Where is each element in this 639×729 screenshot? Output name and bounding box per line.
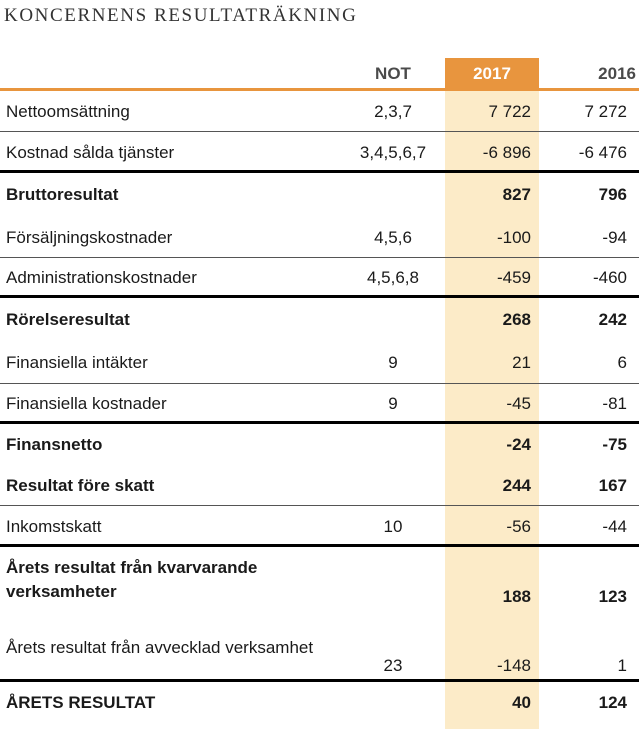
row-note: 3,4,5,6,7: [359, 142, 427, 162]
row-label: Bruttoresultat: [6, 185, 119, 204]
row-value-2016: -460: [592, 268, 627, 287]
row-label: Resultat före skatt: [6, 475, 155, 495]
table-row-resultat-kvarvarande: Årets resultat från kvarvarande verksamh…: [0, 547, 639, 613]
row-value-2017: -6 896: [482, 142, 531, 162]
table-row-forsaljningskostnader: Försäljningskostnader 4,5,6 -100 -94: [0, 217, 639, 258]
row-label: Inkomstskatt: [6, 516, 102, 536]
row-note: 9: [388, 352, 398, 372]
row-divider: [0, 421, 639, 424]
table-row-rorelseresultat: Rörelseresultat 268 242: [0, 298, 639, 341]
row-value-2016: -81: [602, 394, 627, 413]
row-divider: [0, 257, 639, 258]
current-year-column-highlight: [445, 58, 539, 729]
row-value-2017: 21: [512, 352, 531, 372]
table-row-arets-resultat: ÅRETS RESULTAT 40 124: [0, 682, 639, 723]
row-divider: [0, 170, 639, 173]
table-row-resultat-avvecklad: Årets resultat från avvecklad verksamhet…: [0, 613, 639, 682]
row-note: 10: [383, 516, 403, 536]
column-header-2017: 2017: [445, 58, 539, 88]
row-value-2016: 6: [617, 352, 627, 372]
row-label: Finansnetto: [6, 434, 103, 454]
row-note: [348, 547, 438, 613]
row-value-2016: 7 272: [584, 101, 627, 121]
table-row-kostnad-salda-tjanster: Kostnad sålda tjänster 3,4,5,6,7 -6 896 …: [0, 132, 639, 173]
row-label: Kostnad sålda tjänster: [6, 142, 175, 162]
row-value-2016: 124: [598, 692, 627, 712]
row-note: [348, 173, 438, 217]
table-row-inkomstskatt: Inkomstskatt 10 -56 -44: [0, 506, 639, 547]
table-row-finansnetto: Finansnetto -24 -75: [0, 424, 639, 465]
table-row-bruttoresultat: Bruttoresultat 827 796: [0, 173, 639, 217]
row-divider: [0, 295, 639, 298]
row-label: Finansiella kostnader: [6, 394, 167, 413]
row-value-2016: -75: [602, 434, 627, 454]
row-value-2016: -6 476: [578, 142, 627, 162]
row-value-2017: -56: [506, 516, 531, 536]
row-value-2017: -24: [506, 434, 531, 454]
page-title: KONCERNENS RESULTATRÄKNING: [4, 5, 358, 26]
row-value-2017: 268: [502, 309, 531, 329]
row-label: Årets resultat från kvarvarande verksamh…: [6, 558, 258, 601]
row-value-2017: 7 722: [488, 101, 531, 121]
row-note: [348, 682, 438, 723]
table-row-nettoomsattning: Nettoomsättning 2,3,7 7 722 7 272: [0, 91, 639, 132]
row-note: [348, 465, 438, 506]
table-row-finansiella-intakter: Finansiella intäkter 9 21 6: [0, 341, 639, 384]
row-divider: [0, 505, 639, 506]
column-header-note: NOT: [375, 64, 411, 83]
row-value-2016: 123: [598, 587, 627, 606]
row-value-2017: 188: [502, 587, 531, 606]
row-note: 4,5,6,8: [367, 268, 419, 287]
row-note: [348, 424, 438, 465]
row-value-2017: 244: [502, 475, 531, 495]
row-label: Nettoomsättning: [6, 101, 130, 121]
row-value-2017: -45: [506, 394, 531, 413]
row-divider: [0, 544, 639, 547]
header-divider: [0, 88, 639, 91]
row-note: 2,3,7: [374, 101, 412, 121]
table-row-resultat-fore-skatt: Resultat före skatt 244 167: [0, 465, 639, 506]
row-value-2017: -459: [496, 268, 531, 287]
column-header-2016: 2016: [598, 64, 636, 83]
row-value-2016: -44: [602, 516, 627, 536]
row-value-2016: -94: [602, 227, 627, 247]
table-row-administrationskostnader: Administrationskostnader 4,5,6,8 -459 -4…: [0, 258, 639, 298]
row-note: 4,5,6: [374, 227, 412, 247]
row-label: Försäljningskostnader: [6, 227, 173, 247]
row-value-2016: 1: [617, 656, 627, 675]
row-label: ÅRETS RESULTAT: [6, 692, 156, 712]
table-row-finansiella-kostnader: Finansiella kostnader 9 -45 -81: [0, 384, 639, 424]
row-value-2017: -100: [496, 227, 531, 247]
row-divider: [0, 383, 639, 384]
row-note: 9: [388, 394, 398, 413]
row-label: Finansiella intäkter: [6, 352, 148, 372]
row-divider: [0, 131, 639, 132]
row-label: Årets resultat från avvecklad verksamhet: [6, 637, 314, 657]
row-value-2017: 40: [512, 692, 531, 712]
row-label: Administrationskostnader: [6, 268, 197, 287]
row-divider: [0, 679, 639, 682]
row-note: [348, 298, 438, 341]
row-value-2016: 242: [598, 309, 627, 329]
row-label: Rörelseresultat: [6, 309, 130, 329]
income-statement-table: Nettoomsättning 2,3,7 7 722 7 272 Kostna…: [0, 91, 639, 723]
row-note: 23: [383, 656, 403, 675]
row-value-2016: 796: [598, 185, 627, 204]
row-value-2017: -148: [496, 656, 531, 675]
row-value-2016: 167: [598, 475, 627, 495]
row-value-2017: 827: [502, 185, 531, 204]
